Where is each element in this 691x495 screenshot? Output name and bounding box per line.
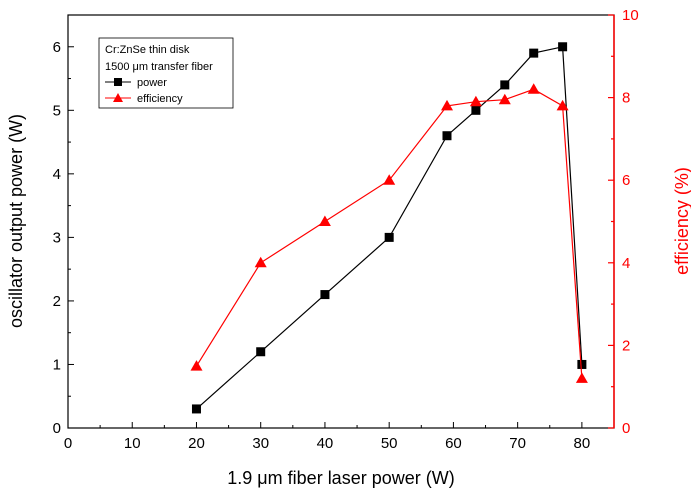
data-point-power [442, 131, 452, 141]
y-axis-label: oscillator output power (W) [6, 114, 26, 328]
x-axis-label: 1.9 μm fiber laser power (W) [227, 468, 454, 488]
legend-title-line-2: 1500 μm transfer fiber [105, 61, 213, 73]
y2-tick-label: 8 [622, 90, 630, 107]
y2-tick-label: 6 [622, 172, 630, 189]
legend: Cr:ZnSe thin disk 1500 μm transfer fiber… [98, 37, 234, 109]
x-tick-label: 20 [188, 435, 205, 452]
legend-power-marker [114, 78, 122, 86]
y-tick-label: 6 [53, 39, 61, 56]
x-tick-label: 0 [64, 435, 72, 452]
data-point-efficiency [527, 83, 540, 94]
data-point-efficiency [556, 99, 569, 111]
legend-efficiency-label: efficiency [137, 93, 183, 105]
x-axis-ticks: 0 10 20 30 40 50 60 70 80 [64, 422, 590, 452]
data-point-power [577, 359, 587, 369]
x-tick-label: 10 [124, 435, 141, 452]
y2-tick-label: 0 [622, 420, 630, 437]
data-point-efficiency [441, 99, 453, 111]
legend-box [98, 37, 234, 109]
y2-tick-label: 2 [622, 337, 630, 354]
x-tick-label: 60 [445, 435, 462, 452]
data-point-power [558, 42, 568, 52]
data-point-power [384, 232, 394, 242]
y-tick-label: 0 [53, 420, 61, 437]
y-tick-label: 5 [53, 102, 61, 119]
data-point-efficiency [575, 372, 588, 383]
y-tick-label: 2 [53, 293, 61, 310]
legend-entry-power: power [105, 77, 167, 89]
y2-tick-label: 4 [622, 255, 630, 272]
y2-axis-ticks: 0 2 4 6 8 10 [608, 7, 639, 437]
legend-efficiency-marker [113, 93, 123, 102]
data-point-power [500, 80, 510, 90]
data-point-power [529, 48, 539, 58]
data-point-efficiency [383, 174, 396, 185]
data-point-power [256, 347, 266, 357]
legend-entry-efficiency: efficiency [105, 93, 183, 105]
y2-tick-label: 10 [622, 7, 639, 24]
y-axis-ticks: 0 1 2 3 4 5 6 [53, 14, 74, 437]
x-tick-label: 40 [317, 435, 334, 452]
data-point-efficiency [254, 256, 267, 268]
y-tick-label: 3 [53, 229, 61, 246]
data-point-efficiency [498, 93, 511, 105]
x-tick-label: 30 [252, 435, 269, 452]
y-tick-label: 4 [53, 166, 61, 183]
series-line-efficiency [195, 88, 583, 379]
series-layer [190, 42, 588, 414]
y2-axis-label: efficiency (%) [672, 167, 691, 275]
data-point-efficiency [469, 95, 482, 107]
x-tick-label: 80 [574, 435, 591, 452]
data-point-efficiency [190, 360, 203, 371]
data-point-power [191, 404, 201, 414]
data-point-efficiency [318, 215, 331, 226]
data-point-power [471, 105, 481, 115]
y-tick-label: 1 [53, 356, 61, 373]
x-tick-label: 50 [381, 435, 398, 452]
legend-power-label: power [137, 77, 167, 89]
data-point-power [320, 290, 330, 300]
legend-title-line-1: Cr:ZnSe thin disk [105, 44, 190, 56]
series-line-power [196, 46, 583, 410]
x-tick-label: 70 [509, 435, 526, 452]
